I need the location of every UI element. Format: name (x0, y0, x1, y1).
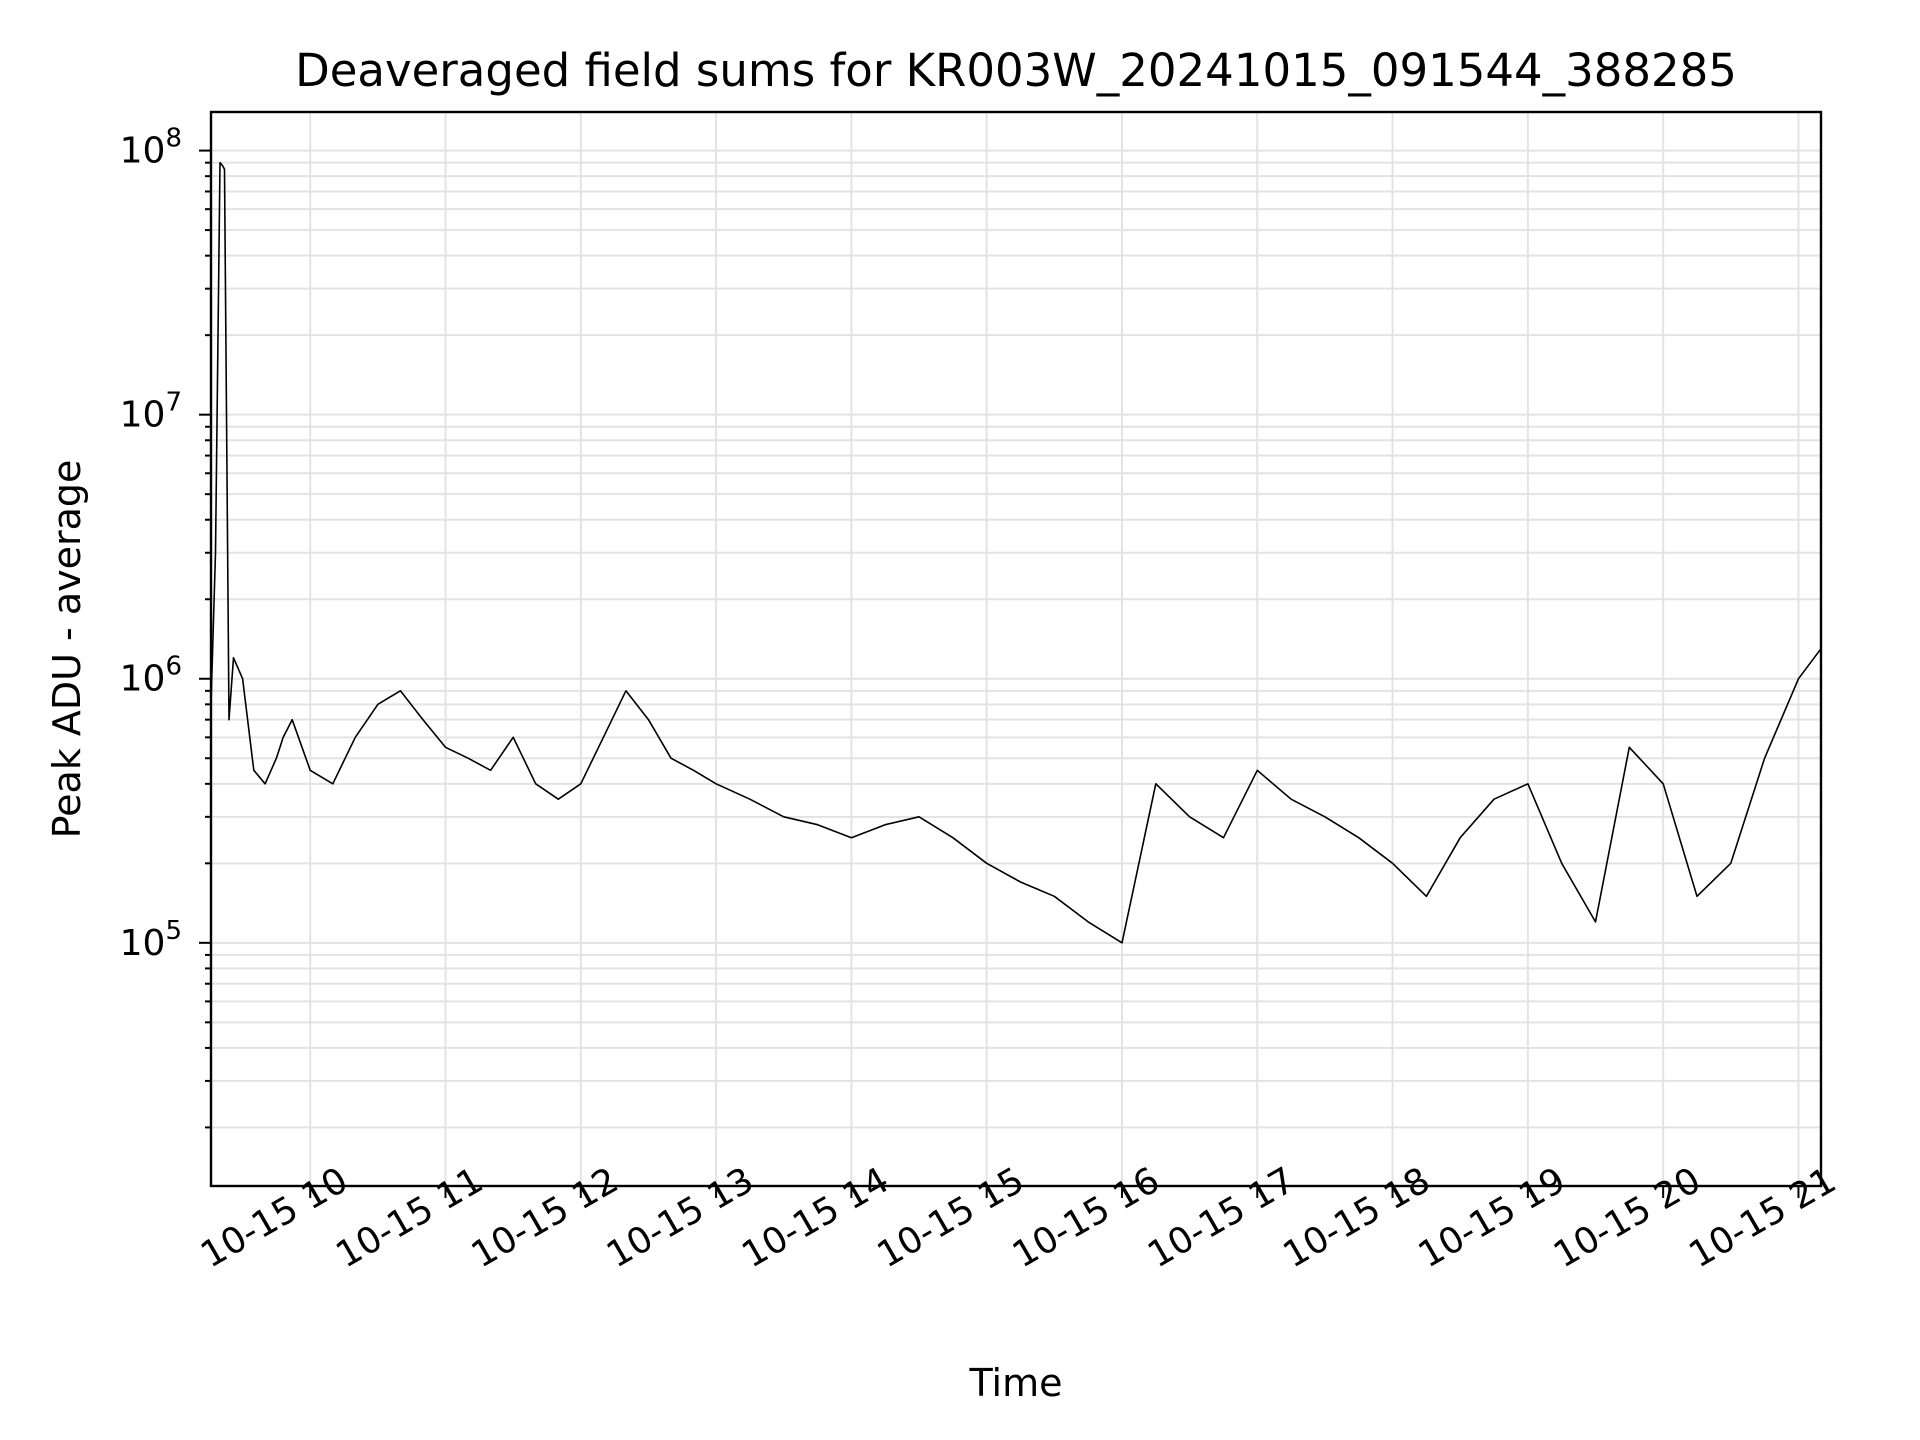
series-line (210, 161, 1822, 944)
x-tick-label: 10-15 18 (1276, 1160, 1437, 1276)
x-tick-label: 10-15 15 (871, 1160, 1032, 1276)
grid (211, 112, 1821, 1186)
x-tick-label: 10-15 17 (1141, 1160, 1302, 1276)
x-tick-label: 10-15 11 (329, 1160, 490, 1276)
x-tick-label: 10-15 21 (1682, 1160, 1843, 1276)
y-tick-label: 108 (120, 124, 182, 172)
x-axis-label: Time (969, 1361, 1063, 1405)
data-trace-group (210, 161, 1822, 944)
x-tick-label: 10-15 16 (1006, 1160, 1167, 1276)
x-tick-label: 10-15 14 (735, 1160, 896, 1276)
plot-area-frame (209, 110, 1823, 1188)
x-tick-label: 10-15 10 (194, 1160, 355, 1276)
y-tick-label: 107 (120, 388, 182, 436)
x-tick-label: 10-15 13 (600, 1160, 761, 1276)
x-tick-label: 10-15 12 (465, 1160, 626, 1276)
chart-title: Deaveraged field sums for KR003W_2024101… (295, 44, 1737, 97)
x-tick-label: 10-15 20 (1547, 1160, 1708, 1276)
y-axis-label: Peak ADU - average (45, 460, 89, 839)
y-axis-ticks: 105 106 107 108 (120, 124, 211, 1129)
y-tick-label: 105 (120, 916, 182, 964)
x-tick-label: 10-15 19 (1412, 1160, 1573, 1276)
y-tick-label: 106 (120, 652, 182, 700)
